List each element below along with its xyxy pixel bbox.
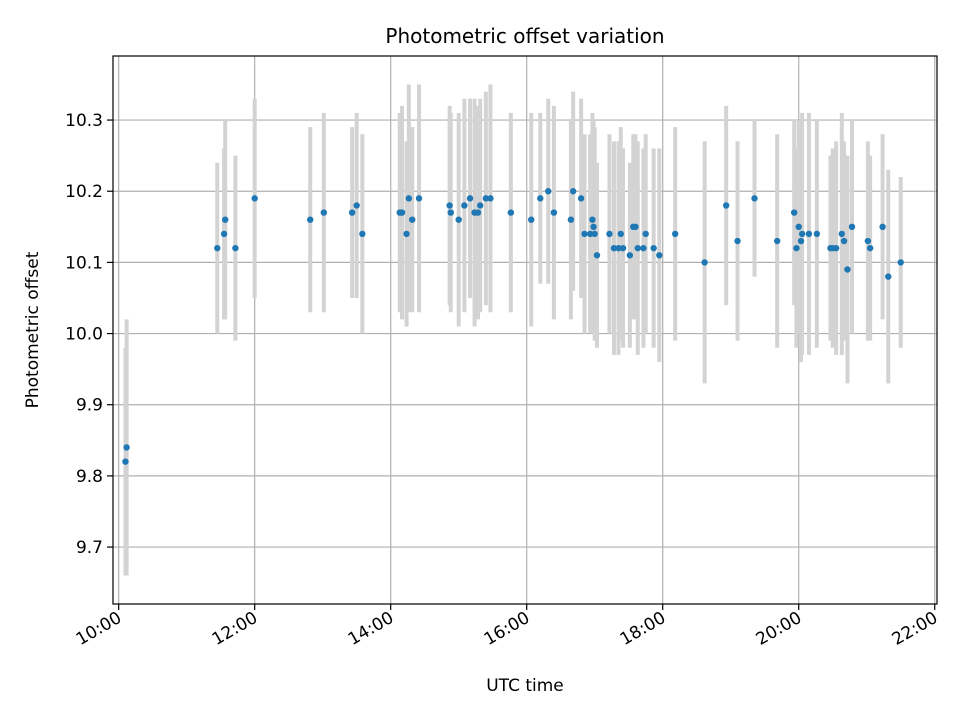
data-point bbox=[214, 244, 221, 252]
data-point bbox=[474, 209, 482, 216]
y-tick-label: 10.2 bbox=[65, 182, 103, 202]
data-point bbox=[615, 244, 622, 252]
data-point bbox=[619, 244, 627, 252]
y-tick-label: 9.7 bbox=[76, 538, 103, 558]
y-tick-label: 10.1 bbox=[65, 253, 103, 273]
data-point bbox=[590, 223, 597, 231]
data-point bbox=[866, 244, 874, 252]
data-point bbox=[455, 216, 462, 223]
data-point bbox=[650, 244, 657, 252]
data-point bbox=[838, 230, 845, 238]
data-point bbox=[220, 230, 228, 238]
data-point bbox=[617, 230, 624, 238]
data-point bbox=[897, 259, 904, 266]
y-tick-label: 9.9 bbox=[76, 396, 103, 416]
data-point bbox=[251, 195, 258, 202]
data-point bbox=[403, 230, 410, 238]
chart-title: Photometric offset variation bbox=[385, 24, 664, 48]
data-point bbox=[466, 195, 474, 202]
data-point bbox=[879, 223, 886, 231]
data-point bbox=[487, 195, 494, 202]
data-point bbox=[537, 195, 544, 202]
data-point bbox=[581, 230, 588, 238]
data-point bbox=[461, 202, 468, 209]
data-point bbox=[528, 216, 535, 223]
data-point bbox=[577, 195, 585, 202]
data-point bbox=[348, 209, 356, 216]
data-point bbox=[805, 230, 813, 238]
data-point bbox=[232, 244, 239, 252]
data-point bbox=[482, 195, 490, 202]
y-tick-label: 9.8 bbox=[76, 467, 103, 487]
data-point bbox=[885, 273, 892, 280]
data-point bbox=[569, 188, 577, 195]
data-point bbox=[656, 252, 663, 259]
data-point bbox=[751, 195, 758, 202]
points bbox=[122, 188, 904, 465]
data-point bbox=[606, 230, 613, 238]
data-point bbox=[507, 209, 515, 216]
data-point bbox=[864, 237, 872, 245]
data-point bbox=[671, 230, 679, 238]
data-point bbox=[798, 230, 806, 238]
data-point bbox=[795, 223, 802, 231]
data-point bbox=[359, 230, 366, 238]
data-point bbox=[550, 209, 558, 216]
data-point bbox=[626, 252, 634, 259]
data-point bbox=[415, 195, 423, 202]
data-point bbox=[545, 188, 552, 195]
data-point bbox=[642, 230, 649, 238]
data-point bbox=[844, 266, 851, 273]
data-point bbox=[848, 223, 856, 231]
data-point bbox=[722, 202, 730, 209]
data-point bbox=[567, 216, 575, 223]
plot-frame bbox=[112, 55, 938, 605]
data-point bbox=[634, 244, 641, 252]
data-point bbox=[307, 216, 314, 223]
data-point bbox=[320, 209, 328, 216]
data-point bbox=[405, 195, 413, 202]
data-point bbox=[591, 230, 598, 238]
data-point bbox=[734, 237, 741, 245]
data-point bbox=[701, 259, 708, 266]
data-point bbox=[409, 216, 416, 223]
data-point bbox=[446, 202, 453, 209]
data-point bbox=[640, 244, 647, 252]
data-point bbox=[632, 223, 639, 231]
data-point bbox=[793, 244, 800, 252]
y-tick-label: 10.0 bbox=[65, 325, 103, 345]
data-point bbox=[447, 209, 454, 216]
data-point bbox=[840, 237, 848, 245]
data-point bbox=[353, 202, 360, 209]
data-point bbox=[477, 202, 484, 209]
data-point bbox=[610, 244, 618, 252]
y-axis-label: Photometric offset bbox=[23, 251, 43, 408]
data-point bbox=[593, 252, 601, 259]
data-point bbox=[813, 230, 821, 238]
data-point bbox=[122, 458, 129, 465]
data-point bbox=[123, 444, 130, 451]
data-point bbox=[790, 209, 798, 216]
x-axis-label: UTC time bbox=[486, 676, 564, 696]
data-point bbox=[398, 209, 406, 216]
data-point bbox=[832, 244, 840, 252]
data-point bbox=[222, 216, 229, 223]
data-point bbox=[773, 237, 781, 245]
data-point bbox=[586, 230, 594, 238]
data-point bbox=[797, 237, 805, 245]
y-tick-label: 10.3 bbox=[65, 111, 103, 131]
data-point bbox=[589, 216, 596, 223]
